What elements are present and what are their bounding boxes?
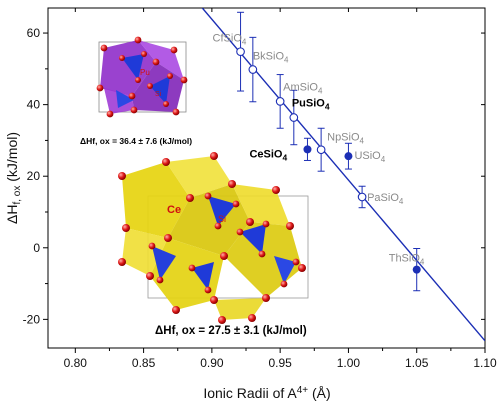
fit-line bbox=[201, 8, 485, 342]
point-label: NpSiO4 bbox=[327, 132, 364, 146]
x-axis-title: Ionic Radii of A4+ (Å) bbox=[203, 385, 330, 401]
y-tick-label: 40 bbox=[27, 98, 41, 112]
x-tick-label: 0.80 bbox=[64, 356, 88, 370]
x-tick-label: 1.00 bbox=[337, 356, 361, 370]
data-point-open bbox=[289, 113, 299, 122]
ce-si-atom-label: Si bbox=[218, 214, 226, 224]
y-tick-label: -20 bbox=[23, 312, 41, 326]
ce-enthalpy-caption: ΔHf, ox = 27.5 ± 3.1 (kJ/mol) bbox=[155, 325, 307, 337]
y-tick-label: 0 bbox=[33, 241, 40, 255]
pu-structure-inset: Pu Si bbox=[96, 36, 188, 118]
point-label: AmSiO4 bbox=[283, 81, 323, 95]
data-point-open bbox=[275, 97, 285, 106]
data-points bbox=[236, 47, 421, 274]
point-label: PuSiO4 bbox=[292, 98, 330, 112]
y-axis-title: ΔHf, ox (kJ/mol) bbox=[4, 132, 23, 224]
x-tick-label: 1.05 bbox=[405, 356, 429, 370]
data-point-open bbox=[236, 47, 245, 57]
data-point-filled bbox=[344, 152, 353, 161]
x-tick-label: 1.10 bbox=[473, 356, 497, 370]
y-tick-label: 60 bbox=[27, 26, 41, 40]
point-label: PaSiO4 bbox=[367, 192, 404, 206]
pu-atom-label: Pu bbox=[140, 68, 150, 77]
data-point-filled bbox=[303, 145, 312, 154]
data-point-filled bbox=[412, 265, 421, 274]
ce-atom-label: Ce bbox=[167, 204, 181, 216]
axis-ticks bbox=[43, 8, 486, 353]
data-point-open bbox=[248, 65, 258, 74]
point-label: BkSiO4 bbox=[253, 51, 289, 65]
data-point-open bbox=[316, 145, 326, 155]
fit-line-layer bbox=[201, 8, 485, 342]
point-label: CfSiO4 bbox=[213, 33, 247, 47]
x-tick-label: 0.85 bbox=[132, 356, 156, 370]
data-point-open bbox=[357, 192, 367, 202]
pu-si-atom-label: Si bbox=[155, 91, 162, 98]
axis-tick-labels: 0.80 0.85 0.90 0.95 1.00 1.05 1.10 -20 0 20 40 60 bbox=[23, 26, 497, 370]
y-tick-label: 20 bbox=[27, 169, 41, 183]
ce-structure-inset: Ce Si bbox=[118, 152, 309, 324]
x-tick-label: 0.90 bbox=[200, 356, 224, 370]
plot-frame bbox=[47, 7, 486, 349]
point-label: CeSiO4 bbox=[249, 148, 287, 162]
pu-enthalpy-caption: ΔHf, ox = 36.4 ± 7.6 (kJ/mol) bbox=[80, 136, 192, 146]
point-label: ThSiO4 bbox=[389, 253, 425, 267]
point-labels: CfSiO4 BkSiO4 AmSiO4 PuSiO4 NpSiO4 PaSiO4 CeSi… bbox=[213, 33, 425, 267]
point-label: USiO4 bbox=[354, 150, 385, 164]
x-tick-label: 0.95 bbox=[268, 356, 292, 370]
